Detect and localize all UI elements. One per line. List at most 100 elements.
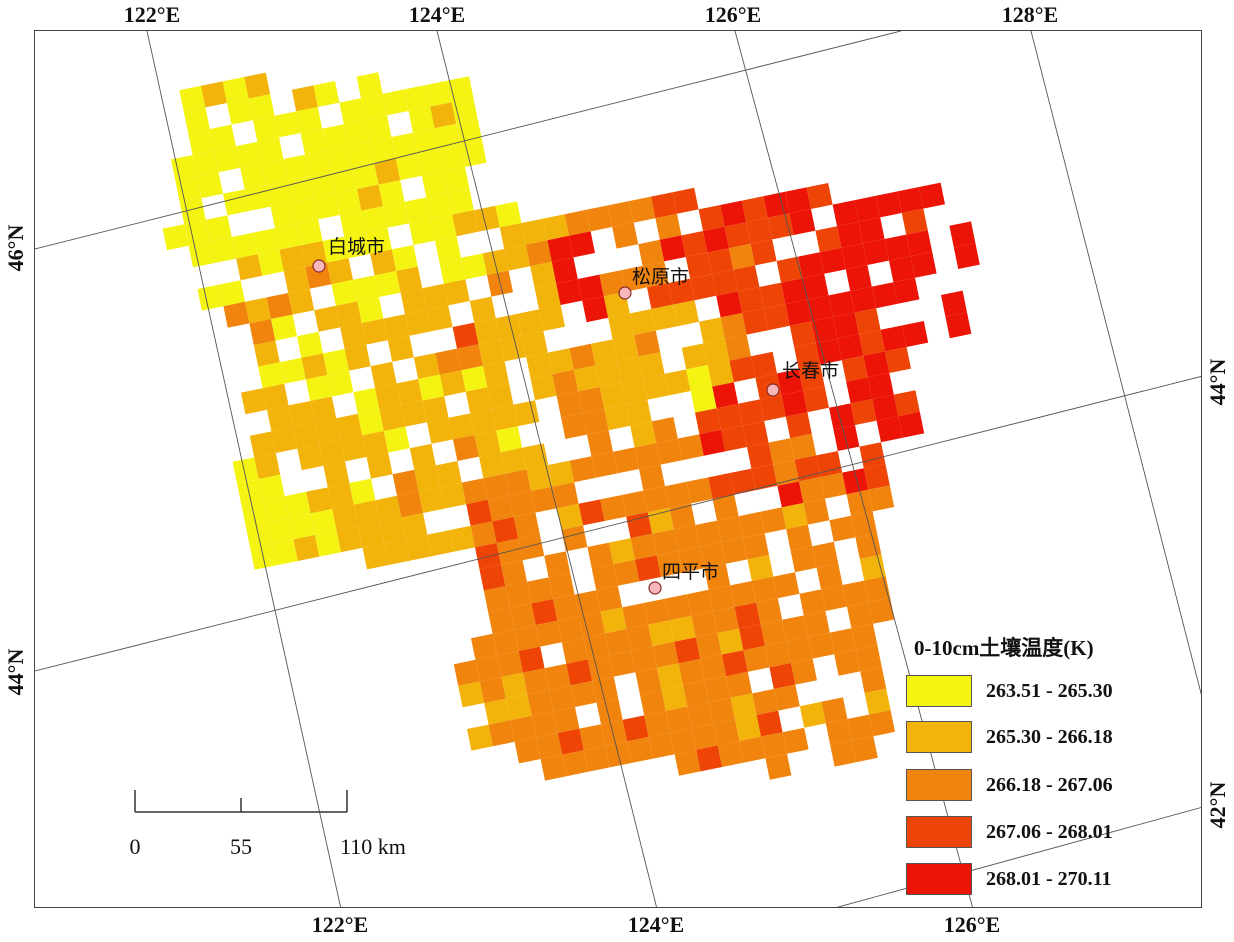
grid-cell [773, 684, 800, 711]
grid-cell [821, 585, 847, 611]
grid-cell [469, 296, 496, 323]
scale-bar: 0 55 110 km [130, 790, 406, 860]
grid-cell [712, 382, 739, 409]
grid-cell [340, 323, 367, 349]
scale-label-55: 55 [230, 834, 252, 859]
grid-cell [708, 473, 735, 499]
grid-cell [730, 581, 757, 607]
grid-cell [669, 503, 696, 530]
grid-cell [470, 521, 497, 548]
grid-cell [777, 369, 803, 395]
grid-cell [635, 555, 661, 582]
grid-cell [543, 214, 569, 241]
grid-cell [561, 413, 587, 439]
grid-cell [306, 487, 333, 514]
grid-cell [712, 494, 739, 521]
grid-cell [261, 159, 288, 185]
grid-cell [522, 443, 549, 470]
grid-cell [756, 598, 783, 625]
grid-cell [621, 490, 648, 517]
grid-cell [275, 223, 301, 250]
grid-cell [587, 430, 613, 457]
grid-cell [842, 468, 869, 495]
grid-cell [391, 245, 418, 271]
grid-cell [696, 745, 723, 772]
grid-cell [253, 228, 280, 255]
grid-cell [562, 750, 589, 777]
grid-cell [249, 431, 276, 458]
grid-cell [579, 611, 605, 638]
grid-cell [413, 128, 439, 155]
grid-cell [237, 479, 263, 505]
grid-cell [557, 728, 584, 755]
grid-cell [910, 251, 937, 278]
grid-cell [643, 598, 670, 625]
grid-cell [871, 282, 898, 309]
scale-bar-line [134, 790, 348, 813]
grid-cell [451, 97, 478, 124]
grid-cell [514, 625, 541, 651]
city-marker-icon [312, 259, 326, 273]
grid-cell [735, 715, 761, 741]
grid-cell [504, 244, 531, 271]
grid-cell [716, 291, 743, 318]
grid-cell [569, 343, 596, 370]
grid-cell [396, 266, 423, 293]
grid-cell [405, 534, 432, 561]
grid-cell [540, 754, 567, 781]
grid-cell [375, 383, 401, 410]
city-marker-icon [618, 286, 632, 300]
grid-cell [630, 421, 657, 448]
grid-cell [815, 226, 842, 253]
grid-cell [422, 283, 449, 310]
grid-cell [760, 507, 787, 534]
grid-cell [587, 655, 614, 681]
grid-cell [802, 273, 829, 300]
grid-cell [803, 498, 830, 525]
grid-cell [737, 287, 764, 313]
grid-cell [358, 521, 385, 548]
grid-cell [254, 453, 281, 479]
grid-cell [577, 274, 604, 301]
graticule-lines [35, 31, 1201, 907]
grid-cell [582, 408, 609, 435]
grid-cell [356, 72, 383, 99]
grid-cell [551, 257, 578, 284]
grid-cell [223, 189, 249, 216]
grid-cell [851, 623, 878, 650]
grid-cell [655, 213, 682, 240]
grid-cell [648, 620, 675, 647]
grid-cell [681, 231, 708, 257]
grid-cell [461, 253, 487, 280]
grid-cell [513, 512, 540, 539]
grid-cell [271, 539, 298, 566]
grid-cell [777, 481, 804, 508]
grid-cell [382, 89, 409, 116]
grid-cell [366, 452, 393, 479]
legend-swatch [906, 769, 972, 801]
graticule-line [35, 376, 1201, 672]
grid-cell [830, 740, 857, 767]
grid-cell [629, 196, 656, 223]
grid-cell [521, 331, 548, 357]
grid-cell [747, 442, 773, 469]
grid-cell [331, 279, 358, 306]
legend-swatch [906, 675, 972, 707]
grid-cell [786, 637, 813, 663]
grid-cell [426, 193, 453, 219]
grid-cell [257, 249, 284, 276]
grid-cell [746, 217, 773, 244]
grid-cell [357, 184, 383, 211]
grid-cell [192, 150, 219, 177]
grid-cell [612, 222, 639, 249]
grid-cell [763, 304, 790, 331]
grid-cell [687, 589, 713, 616]
grid-cell [659, 235, 686, 262]
grid-cell [383, 201, 409, 228]
grid-cell [492, 629, 519, 656]
city-label-baicheng: 白城市 [328, 236, 386, 258]
grid-cell [816, 563, 843, 590]
grid-cell [578, 499, 605, 526]
grid-cell [691, 611, 718, 638]
grid-cell [850, 286, 877, 313]
